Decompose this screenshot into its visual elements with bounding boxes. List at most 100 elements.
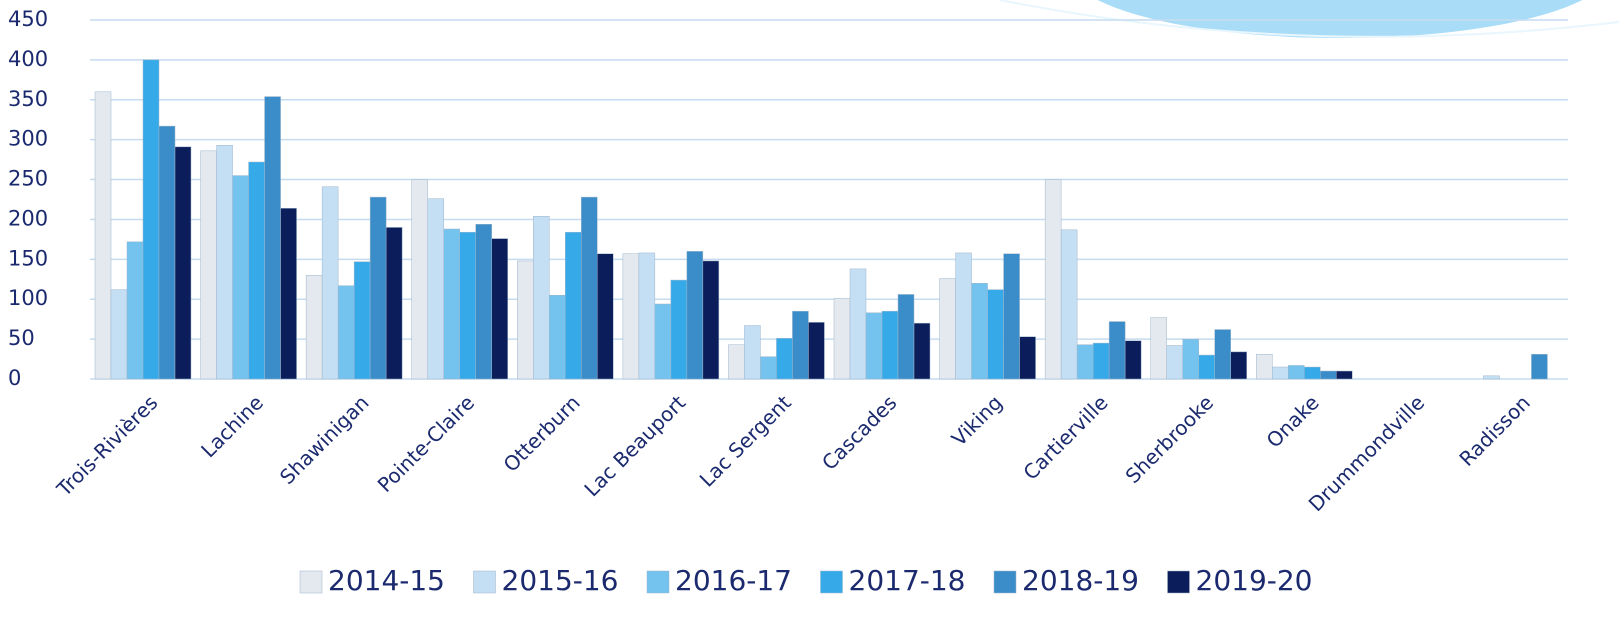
y-tick-label: 50 [8, 326, 35, 350]
bar [412, 180, 428, 379]
x-tick-label: Otterburn [499, 390, 585, 476]
bar [655, 304, 671, 379]
bar [143, 60, 159, 379]
legend-label: 2014-15 [328, 564, 445, 597]
bar [1061, 230, 1077, 379]
bar [882, 311, 898, 379]
legend-swatch [474, 571, 496, 593]
bar [1109, 322, 1125, 379]
bar [972, 283, 988, 379]
bar [956, 253, 972, 379]
bar [760, 357, 776, 379]
x-tick-label: Viking [947, 390, 1007, 450]
legend-swatch [994, 571, 1016, 593]
x-tick-label: Trois-Rivières [51, 390, 162, 501]
bar [639, 253, 655, 379]
bar [1531, 354, 1547, 379]
bar [834, 298, 850, 379]
bar [728, 345, 744, 379]
bar [1020, 337, 1036, 379]
bar [476, 224, 492, 379]
y-tick-label: 0 [8, 366, 21, 390]
x-tick-label: Sherbrooke [1121, 390, 1219, 488]
x-tick-label: Drummondville [1304, 390, 1430, 516]
bar [428, 199, 444, 379]
bar [914, 323, 930, 379]
bar [776, 338, 792, 379]
legend-label: 2018-19 [1022, 564, 1139, 597]
bar [175, 147, 191, 379]
x-tick-label: Cascades [817, 390, 901, 474]
bar [597, 254, 613, 379]
legend-label: 2016-17 [675, 564, 792, 597]
bar [1077, 345, 1093, 379]
legend-swatch [300, 571, 322, 593]
y-tick-label: 200 [8, 206, 48, 230]
bar [444, 229, 460, 379]
bar [370, 197, 386, 379]
bar [217, 145, 233, 379]
bar [1151, 318, 1167, 379]
legend-swatch [1168, 571, 1190, 593]
bar [533, 216, 549, 379]
x-tick-label: Cartierville [1018, 390, 1112, 484]
bar [1125, 341, 1141, 379]
bar [233, 176, 249, 379]
bar [1272, 367, 1288, 379]
bar [988, 290, 1004, 379]
bar [687, 251, 703, 379]
bar [1004, 254, 1020, 379]
bar [1215, 330, 1231, 379]
chart: 0 50 100 150 200 250 300 350 400 450 Trois-Rivière… [0, 0, 1619, 619]
x-tick-label: Radisson [1454, 390, 1534, 470]
bar [159, 126, 175, 379]
bar [492, 239, 508, 379]
bar [127, 242, 143, 379]
bar [792, 311, 808, 379]
bar [1336, 371, 1352, 379]
bar [1256, 354, 1272, 379]
bar [850, 269, 866, 379]
bar [671, 280, 687, 379]
y-tick-label: 250 [8, 167, 48, 191]
bar [744, 326, 760, 379]
x-tick-label: Onake [1262, 390, 1324, 452]
legend-label: 2017-18 [849, 564, 966, 597]
bar [623, 254, 639, 379]
bar [249, 162, 265, 379]
bar [1045, 180, 1061, 379]
y-tick-label: 300 [8, 127, 48, 151]
bar [322, 187, 338, 379]
y-tick-label: 350 [8, 87, 48, 111]
decoration [1070, 0, 1610, 38]
bar [1304, 367, 1320, 379]
bar [866, 313, 882, 379]
bar [265, 97, 281, 379]
x-tick-label: Pointe-Claire [373, 390, 479, 496]
legend-label: 2019-20 [1196, 564, 1313, 597]
bar [703, 261, 719, 379]
y-tick-label: 400 [8, 47, 48, 71]
bar [354, 262, 370, 379]
bar [1320, 371, 1336, 379]
bar [1288, 365, 1304, 379]
y-tick-label: 100 [8, 286, 48, 310]
bar [201, 151, 217, 379]
bar [460, 232, 476, 379]
bar [581, 197, 597, 379]
x-tick-label: Lac Sergent [695, 390, 796, 491]
y-tick-label: 150 [8, 246, 48, 270]
bar [808, 322, 824, 379]
bar [1167, 345, 1183, 379]
bar [95, 92, 111, 379]
bar [565, 232, 581, 379]
x-tick-label: Lac Beauport [579, 390, 690, 501]
bar [1093, 343, 1109, 379]
y-tick-label: 450 [8, 7, 48, 31]
legend-swatch [821, 571, 843, 593]
bar [338, 286, 354, 379]
bar [386, 227, 402, 379]
bar [549, 295, 565, 379]
bar [1231, 352, 1247, 379]
x-tick-label: Shawinigan [275, 390, 374, 489]
